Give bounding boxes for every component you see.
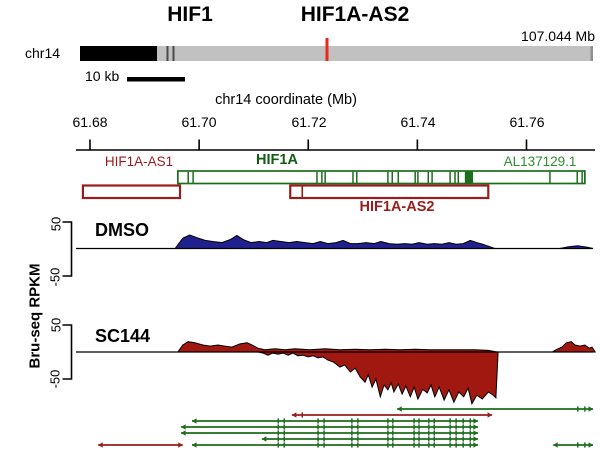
transcript-arrowhead-right: [178, 442, 183, 448]
scalebar-label: 10 kb: [85, 68, 120, 84]
transcript-arrowhead-left: [181, 424, 186, 430]
transcript-arrowhead-right: [473, 430, 478, 436]
y-axis-bracket: [62, 324, 73, 380]
title-hif1: HIF1: [167, 3, 213, 26]
x-tick-label: 61.72: [291, 114, 327, 130]
y-tick-label-neg50-dmso: -50: [47, 267, 63, 287]
transcript-arrowhead-left: [98, 442, 103, 448]
track-label-dmso: DMSO: [95, 220, 149, 240]
y-tick-label-50-sc144: 50: [48, 317, 64, 333]
x-tick-label: 61.74: [400, 114, 436, 130]
y-axis-title: Bru-seq RPKM: [26, 263, 44, 369]
sc144-signal-area-below: [257, 351, 499, 406]
ideogram-end-cap: [590, 46, 593, 61]
transcript-arrowhead-left: [192, 418, 197, 424]
locus-marker: [325, 38, 329, 61]
transcript-arrowhead-left: [192, 442, 197, 448]
transcript-arrowhead-right: [487, 412, 493, 418]
transcript-arrowhead-left: [397, 406, 402, 412]
transcript-arrowhead-right: [473, 442, 478, 448]
title-hif1a-as2: HIF1A-AS2: [300, 3, 410, 26]
x-tick-label: 61.70: [181, 114, 217, 130]
transcript-arrowhead-left: [291, 412, 297, 418]
sc144-signal-area-above: [176, 341, 597, 353]
transcript-arrowhead-left: [181, 430, 186, 436]
gene-box-hif1a-as2: [289, 184, 490, 200]
x-axis-title: chr14 coordinate (Mb): [215, 92, 357, 108]
track-label-sc144: SC144: [95, 326, 151, 346]
transcript-arrowhead-left: [261, 436, 267, 442]
transcript-arrowhead-right: [473, 424, 478, 430]
y-tick-label-50-dmso: 50: [48, 216, 64, 232]
chromosome-label: chr14: [25, 45, 61, 61]
transcript-arrowhead-right: [473, 436, 478, 442]
chromosome-length-label: 107.044 Mb: [521, 28, 595, 44]
transcript-arrowhead-right: [473, 418, 478, 424]
filled-exon-block: [464, 171, 474, 184]
gene-box-hif1a: [176, 170, 586, 185]
y-axis-bracket: [62, 221, 73, 277]
transcript-arrowhead-left: [553, 442, 558, 448]
chromosome-ideogram-bar: [80, 46, 593, 61]
transcript-arrowhead-right: [588, 406, 594, 412]
x-tick-label: 61.76: [509, 114, 545, 130]
gene-label-hif1a-as2: HIF1A-AS2: [359, 199, 435, 215]
x-tick-label: 61.68: [72, 114, 108, 130]
gene-label-al137129: AL137129.1: [503, 154, 577, 169]
gene-label-hif1a-as1: HIF1A-AS1: [104, 154, 174, 169]
gene-label-hif1a: HIF1A: [256, 152, 298, 168]
y-tick-label-neg50-sc144: -50: [47, 369, 63, 389]
transcript-arrowhead-right: [588, 442, 594, 448]
dmso-signal-area-above: [174, 234, 594, 249]
gene-box-hif1a-as1: [81, 184, 182, 200]
ideogram-black-band: [80, 46, 157, 61]
scalebar-rule: [127, 77, 185, 82]
